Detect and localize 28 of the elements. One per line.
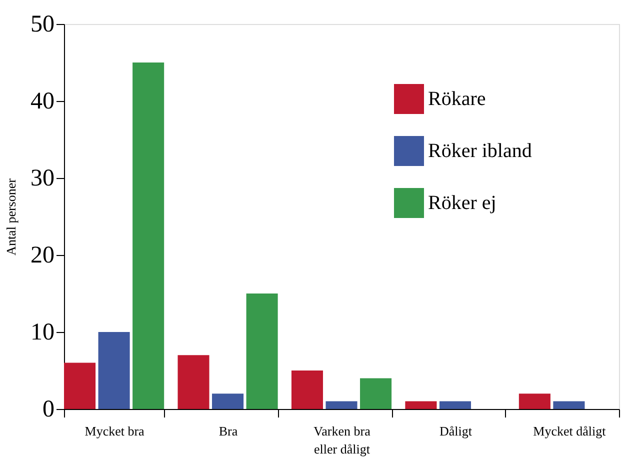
y-axis-title: Antal personer [4, 178, 18, 256]
x-tick-label: Varken bra eller dåligt [314, 424, 371, 456]
bar [98, 332, 130, 409]
bar [326, 401, 358, 409]
legend-label: Rökare [428, 88, 486, 110]
bar [405, 401, 437, 409]
y-tick-label: 40 [30, 88, 54, 114]
bar [439, 401, 471, 409]
bar [553, 401, 585, 409]
bar [518, 394, 550, 409]
legend-label: Röker ej [428, 192, 496, 214]
y-tick-label: 10 [30, 320, 54, 346]
legend-label: Röker ibland [428, 140, 532, 162]
y-tick-label: 50 [30, 12, 54, 38]
bar [64, 362, 96, 409]
y-tick-label: 0 [42, 396, 54, 422]
bar [178, 355, 210, 409]
bar [212, 394, 244, 409]
bar [132, 62, 164, 409]
bar [246, 294, 278, 409]
bar [291, 370, 323, 409]
y-tick-label: 30 [30, 166, 54, 192]
y-tick-label: 20 [30, 242, 54, 268]
x-tick-label: Dåligt [439, 424, 472, 438]
x-tick-label: Mycket bra [84, 424, 145, 438]
x-tick-label: Mycket dåligt [533, 424, 606, 438]
x-tick-label: Bra [218, 424, 238, 438]
bar [360, 378, 392, 409]
